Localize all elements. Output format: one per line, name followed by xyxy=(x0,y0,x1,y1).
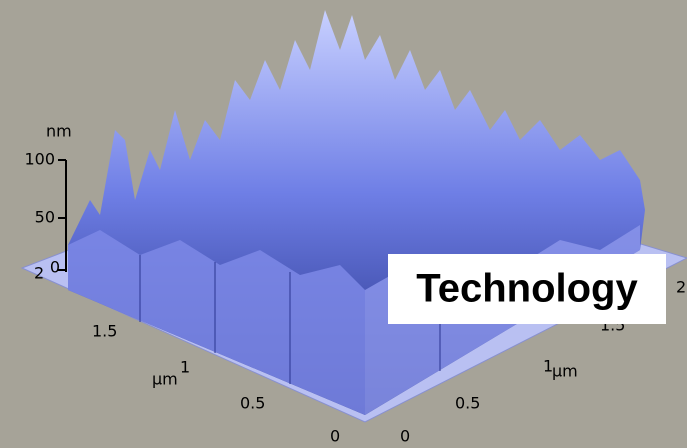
left-tick-label: 0 xyxy=(330,427,340,446)
z-tick-label: 0 xyxy=(50,258,60,277)
overlay-text: Technology xyxy=(416,267,638,311)
right-tick-label: 0 xyxy=(400,427,410,446)
left-tick-label: 2 xyxy=(34,264,44,283)
right-tick-label: 0.5 xyxy=(455,394,480,413)
z-tick-label: 50 xyxy=(35,208,55,227)
z-unit: nm xyxy=(46,122,72,141)
right-tick-label: 2 xyxy=(676,278,686,297)
z-tick-label: 100 xyxy=(24,150,55,169)
left-tick-label: 1.5 xyxy=(92,322,117,341)
afm-image: nm 100 50 0 2 1.5 µm 1 0.5 0 0 0.5 1 µm … xyxy=(0,0,687,448)
left-tick-label: 0.5 xyxy=(240,394,265,413)
right-unit: µm xyxy=(552,362,578,381)
left-tick-label: 1 xyxy=(180,358,190,377)
left-unit: µm xyxy=(152,370,178,389)
